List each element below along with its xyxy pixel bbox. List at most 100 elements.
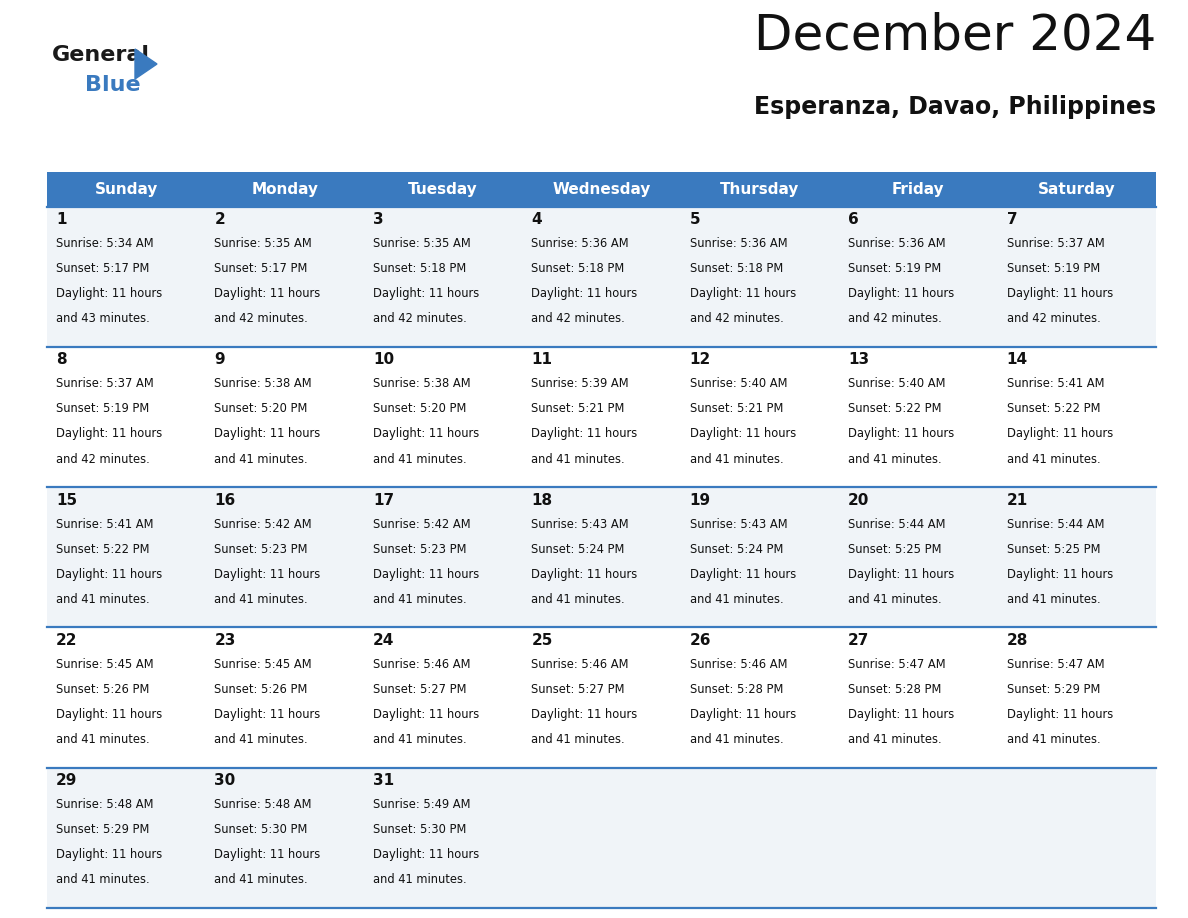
Text: and 42 minutes.: and 42 minutes. [373, 312, 467, 325]
Text: Sunset: 5:29 PM: Sunset: 5:29 PM [56, 823, 150, 836]
Text: Daylight: 11 hours: Daylight: 11 hours [690, 428, 796, 441]
Text: Sunrise: 5:48 AM: Sunrise: 5:48 AM [56, 799, 153, 812]
Text: Sunrise: 5:42 AM: Sunrise: 5:42 AM [214, 518, 312, 531]
Text: Sunrise: 5:36 AM: Sunrise: 5:36 AM [690, 237, 788, 250]
Text: Daylight: 11 hours: Daylight: 11 hours [214, 848, 321, 861]
Text: 31: 31 [373, 773, 394, 789]
Text: Sunset: 5:23 PM: Sunset: 5:23 PM [214, 543, 308, 555]
Text: Daylight: 11 hours: Daylight: 11 hours [848, 567, 954, 581]
Text: 24: 24 [373, 633, 394, 648]
Text: Sunrise: 5:41 AM: Sunrise: 5:41 AM [1006, 377, 1104, 390]
Text: and 42 minutes.: and 42 minutes. [56, 453, 150, 465]
Text: Sunset: 5:26 PM: Sunset: 5:26 PM [56, 683, 150, 696]
Text: Saturday: Saturday [1038, 182, 1116, 196]
Text: 17: 17 [373, 493, 394, 508]
Text: Daylight: 11 hours: Daylight: 11 hours [690, 708, 796, 721]
Text: Sunrise: 5:45 AM: Sunrise: 5:45 AM [214, 658, 312, 671]
Text: and 41 minutes.: and 41 minutes. [214, 733, 308, 746]
Text: Daylight: 11 hours: Daylight: 11 hours [531, 428, 638, 441]
Text: Sunday: Sunday [95, 182, 158, 196]
Text: 4: 4 [531, 212, 542, 227]
Text: and 41 minutes.: and 41 minutes. [373, 453, 467, 465]
Text: and 41 minutes.: and 41 minutes. [373, 593, 467, 606]
Text: and 41 minutes.: and 41 minutes. [531, 453, 625, 465]
Text: Sunrise: 5:35 AM: Sunrise: 5:35 AM [373, 237, 470, 250]
Text: Daylight: 11 hours: Daylight: 11 hours [848, 287, 954, 300]
Text: Sunrise: 5:34 AM: Sunrise: 5:34 AM [56, 237, 153, 250]
Text: December 2024: December 2024 [753, 12, 1156, 60]
Text: 6: 6 [848, 212, 859, 227]
Text: Sunset: 5:30 PM: Sunset: 5:30 PM [373, 823, 466, 836]
Text: Sunset: 5:20 PM: Sunset: 5:20 PM [214, 402, 308, 416]
Text: Esperanza, Davao, Philippines: Esperanza, Davao, Philippines [754, 95, 1156, 119]
Text: Sunrise: 5:40 AM: Sunrise: 5:40 AM [848, 377, 946, 390]
Text: Sunset: 5:18 PM: Sunset: 5:18 PM [373, 263, 466, 275]
Text: and 41 minutes.: and 41 minutes. [1006, 733, 1100, 746]
Text: 30: 30 [214, 773, 235, 789]
Text: Daylight: 11 hours: Daylight: 11 hours [531, 567, 638, 581]
Text: Sunrise: 5:43 AM: Sunrise: 5:43 AM [690, 518, 788, 531]
Text: and 42 minutes.: and 42 minutes. [1006, 312, 1100, 325]
Text: 7: 7 [1006, 212, 1017, 227]
Text: Daylight: 11 hours: Daylight: 11 hours [690, 287, 796, 300]
Text: Daylight: 11 hours: Daylight: 11 hours [373, 708, 479, 721]
Bar [48, 627, 1156, 767]
Text: 28: 28 [1006, 633, 1028, 648]
Text: Sunset: 5:18 PM: Sunset: 5:18 PM [690, 263, 783, 275]
Text: 13: 13 [848, 353, 870, 367]
Text: Daylight: 11 hours: Daylight: 11 hours [531, 708, 638, 721]
Text: Sunset: 5:20 PM: Sunset: 5:20 PM [373, 402, 466, 416]
Text: and 41 minutes.: and 41 minutes. [531, 733, 625, 746]
Text: Sunset: 5:28 PM: Sunset: 5:28 PM [848, 683, 942, 696]
Text: 27: 27 [848, 633, 870, 648]
Text: and 41 minutes.: and 41 minutes. [848, 733, 942, 746]
Text: 25: 25 [531, 633, 552, 648]
Text: Sunrise: 5:43 AM: Sunrise: 5:43 AM [531, 518, 628, 531]
Text: 1: 1 [56, 212, 67, 227]
Text: Sunrise: 5:42 AM: Sunrise: 5:42 AM [373, 518, 470, 531]
Text: Sunset: 5:17 PM: Sunset: 5:17 PM [56, 263, 150, 275]
Text: Sunset: 5:22 PM: Sunset: 5:22 PM [1006, 402, 1100, 416]
Text: Daylight: 11 hours: Daylight: 11 hours [56, 428, 163, 441]
Text: Sunrise: 5:37 AM: Sunrise: 5:37 AM [1006, 237, 1105, 250]
Text: Sunrise: 5:38 AM: Sunrise: 5:38 AM [373, 377, 470, 390]
Text: and 41 minutes.: and 41 minutes. [373, 873, 467, 887]
Text: Sunset: 5:21 PM: Sunset: 5:21 PM [531, 402, 625, 416]
Text: Sunrise: 5:49 AM: Sunrise: 5:49 AM [373, 799, 470, 812]
Text: and 43 minutes.: and 43 minutes. [56, 312, 150, 325]
Text: 14: 14 [1006, 353, 1028, 367]
Text: Sunset: 5:23 PM: Sunset: 5:23 PM [373, 543, 467, 555]
Text: and 41 minutes.: and 41 minutes. [373, 733, 467, 746]
Text: 15: 15 [56, 493, 77, 508]
Text: Daylight: 11 hours: Daylight: 11 hours [214, 428, 321, 441]
Text: Daylight: 11 hours: Daylight: 11 hours [531, 287, 638, 300]
Bar [48, 347, 1156, 487]
Text: Sunrise: 5:46 AM: Sunrise: 5:46 AM [373, 658, 470, 671]
Text: Sunset: 5:27 PM: Sunset: 5:27 PM [531, 683, 625, 696]
Text: and 41 minutes.: and 41 minutes. [848, 593, 942, 606]
Text: Sunset: 5:19 PM: Sunset: 5:19 PM [1006, 263, 1100, 275]
Text: Daylight: 11 hours: Daylight: 11 hours [1006, 287, 1113, 300]
Text: 21: 21 [1006, 493, 1028, 508]
Text: Sunset: 5:26 PM: Sunset: 5:26 PM [214, 683, 308, 696]
Text: Thursday: Thursday [720, 182, 800, 196]
Text: Monday: Monday [251, 182, 318, 196]
Text: and 41 minutes.: and 41 minutes. [214, 593, 308, 606]
Text: Sunset: 5:28 PM: Sunset: 5:28 PM [690, 683, 783, 696]
Text: 2: 2 [214, 212, 226, 227]
Text: Daylight: 11 hours: Daylight: 11 hours [1006, 428, 1113, 441]
Text: Sunrise: 5:45 AM: Sunrise: 5:45 AM [56, 658, 153, 671]
Text: Daylight: 11 hours: Daylight: 11 hours [56, 848, 163, 861]
Text: Friday: Friday [892, 182, 944, 196]
Text: and 41 minutes.: and 41 minutes. [848, 453, 942, 465]
Text: 22: 22 [56, 633, 77, 648]
Text: Daylight: 11 hours: Daylight: 11 hours [56, 708, 163, 721]
Text: 12: 12 [690, 353, 710, 367]
Text: Daylight: 11 hours: Daylight: 11 hours [56, 287, 163, 300]
Text: Sunset: 5:24 PM: Sunset: 5:24 PM [531, 543, 625, 555]
Text: Sunset: 5:24 PM: Sunset: 5:24 PM [690, 543, 783, 555]
Text: Sunrise: 5:41 AM: Sunrise: 5:41 AM [56, 518, 153, 531]
Text: Sunset: 5:22 PM: Sunset: 5:22 PM [56, 543, 150, 555]
Text: Daylight: 11 hours: Daylight: 11 hours [373, 567, 479, 581]
Text: Daylight: 11 hours: Daylight: 11 hours [1006, 708, 1113, 721]
